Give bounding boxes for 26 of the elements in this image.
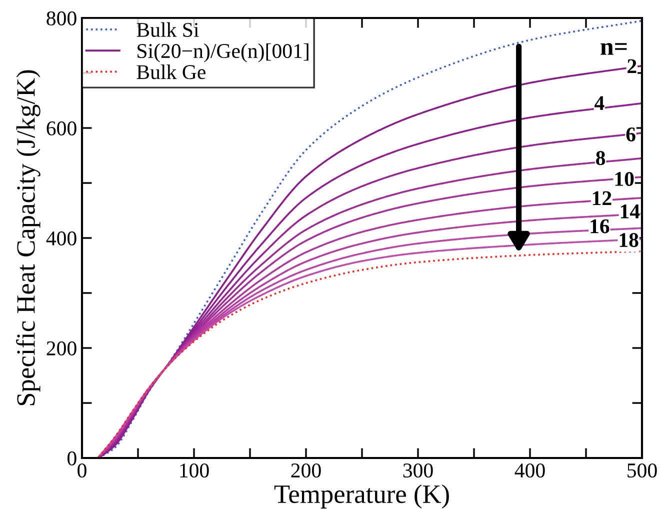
y-tick-label: 400 <box>46 231 76 246</box>
legend-label: Si(20−n)/Ge(n)[001] <box>138 43 308 62</box>
x-tick-label: 200 <box>291 463 321 478</box>
annotation: 4 <box>594 96 604 110</box>
annotation: 18 <box>620 233 638 248</box>
annotation: 2 <box>628 59 636 74</box>
x-tick-label: 300 <box>403 463 433 478</box>
y-tick-label: 0 <box>68 451 76 466</box>
annotation: 6 <box>626 127 636 142</box>
annotation: 10 <box>615 172 634 186</box>
annotation: 14 <box>620 204 640 218</box>
annotation: 16 <box>590 219 610 234</box>
legend-label: Bulk Ge <box>136 64 206 80</box>
annotation: 8 <box>596 151 606 166</box>
x-axis-title: Temperature (K) <box>274 484 449 508</box>
x-tick-label: 0 <box>78 463 86 478</box>
x-tick-label: 400 <box>514 463 545 478</box>
annotation: n= <box>600 43 627 55</box>
x-tick-label: 500 <box>628 463 657 478</box>
y-tick-label: 200 <box>46 341 76 356</box>
y-tick-label: 600 <box>46 121 76 136</box>
annotation: 12 <box>592 191 612 206</box>
text: Bulk Si <box>136 22 199 37</box>
y-tick-label: 800 <box>46 11 76 26</box>
y-axis-title: Specific Heat Capacity (J/kg/K) <box>16 70 40 406</box>
x-tick-label: 100 <box>180 463 209 478</box>
